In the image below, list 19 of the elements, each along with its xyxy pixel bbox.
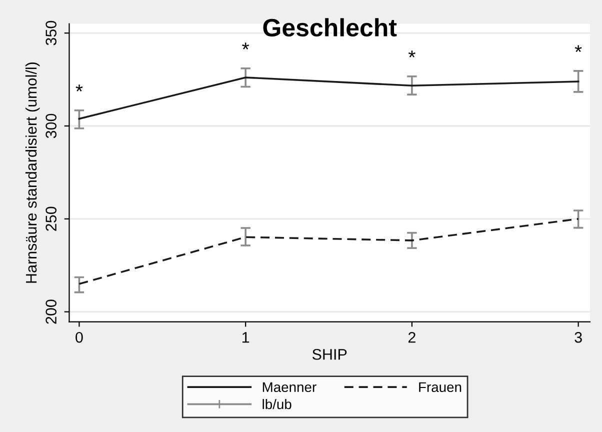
x-axis-title: SHIP: [312, 348, 347, 360]
x-tick-label: 0: [76, 332, 83, 343]
line-series: [78, 218, 580, 285]
legend-label: Frauen: [419, 382, 462, 392]
y-tick-label: 350: [46, 20, 56, 46]
x-tick-label: 3: [574, 332, 582, 343]
y-axis-title: Harnsäure standardisiert (umol/l): [25, 62, 40, 283]
annotation: *: [76, 84, 83, 92]
annotation: *: [242, 42, 250, 50]
x-tick-label: 2: [408, 332, 416, 343]
x-tick-label: 1: [242, 332, 250, 343]
legend-label: lb/ub: [262, 398, 292, 410]
y-tick-label: 300: [46, 114, 56, 138]
legend-label: Maenner: [262, 382, 316, 392]
annotation: *: [574, 45, 582, 52]
y-tick-label: 250: [46, 206, 56, 231]
annotation: *: [408, 50, 416, 58]
chart-title: Geschlecht: [263, 18, 397, 37]
y-tick-label: 200: [46, 300, 56, 324]
